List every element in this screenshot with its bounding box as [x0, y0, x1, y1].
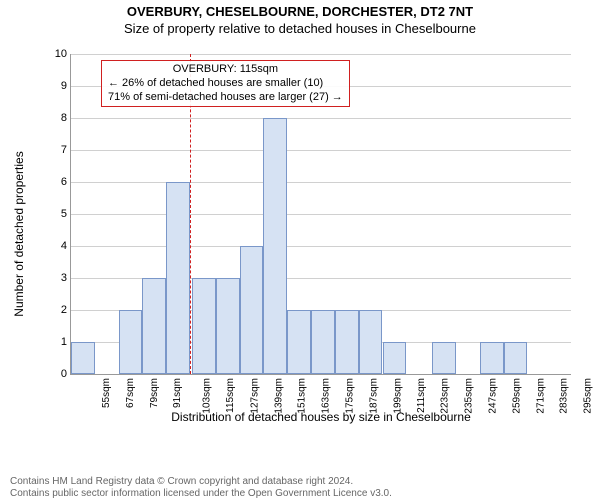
annot-line1: OVERBURY: 115sqm: [108, 63, 343, 77]
x-tick: 247sqm: [488, 378, 499, 414]
histogram-bar: [383, 342, 407, 374]
y-tick: 1: [61, 336, 67, 348]
histogram-bar: [504, 342, 528, 374]
histogram-bar: [71, 342, 95, 374]
x-tick: 199sqm: [392, 378, 403, 414]
x-tick: 103sqm: [202, 378, 213, 414]
x-tick: 259sqm: [511, 378, 522, 414]
y-tick: 9: [61, 80, 67, 92]
footer-attribution: Contains HM Land Registry data © Crown c…: [10, 476, 392, 500]
gridline: [71, 150, 571, 151]
histogram-bar: [359, 310, 383, 374]
annot-line2: ← 26% of detached houses are smaller (10…: [108, 77, 343, 91]
histogram-bar: [311, 310, 335, 374]
y-tick: 6: [61, 176, 67, 188]
y-tick: 0: [61, 368, 67, 380]
footer-line2: Contains public sector information licen…: [10, 488, 392, 499]
histogram-bar: [216, 278, 240, 374]
x-tick: 187sqm: [368, 378, 379, 414]
x-tick: 211sqm: [415, 378, 426, 413]
y-tick: 8: [61, 112, 67, 124]
histogram-bar: [432, 342, 456, 374]
annotation-box: OVERBURY: 115sqm← 26% of detached houses…: [101, 60, 350, 107]
x-tick: 163sqm: [321, 378, 332, 414]
x-tick: 115sqm: [225, 378, 236, 413]
x-tick: 67sqm: [125, 378, 136, 408]
footer-line1: Contains HM Land Registry data © Crown c…: [10, 476, 353, 487]
x-tick: 55sqm: [101, 378, 112, 408]
chart-container: Number of detached properties Distributi…: [40, 44, 580, 424]
gridline: [71, 118, 571, 119]
y-tick: 5: [61, 208, 67, 220]
annot-line3: 71% of semi-detached houses are larger (…: [108, 91, 343, 105]
x-tick: 283sqm: [559, 378, 570, 414]
y-axis-label: Number of detached properties: [12, 151, 26, 316]
x-tick: 271sqm: [535, 378, 546, 414]
x-tick: 127sqm: [249, 378, 260, 414]
histogram-bar: [480, 342, 504, 374]
y-tick: 4: [61, 240, 67, 252]
histogram-bar: [119, 310, 143, 374]
chart-title-line2: Size of property relative to detached ho…: [0, 21, 600, 36]
y-tick: 7: [61, 144, 67, 156]
histogram-bar: [142, 278, 166, 374]
x-tick: 175sqm: [345, 378, 356, 414]
x-tick: 79sqm: [149, 378, 160, 408]
x-tick: 235sqm: [464, 378, 475, 414]
gridline: [71, 182, 571, 183]
histogram-bar: [240, 246, 264, 374]
chart-title-line1: OVERBURY, CHESELBOURNE, DORCHESTER, DT2 …: [0, 4, 600, 19]
y-tick: 2: [61, 304, 67, 316]
x-tick: 151sqm: [297, 378, 308, 414]
y-tick: 10: [55, 48, 67, 60]
gridline: [71, 54, 571, 55]
histogram-bar: [287, 310, 311, 374]
histogram-bar: [192, 278, 216, 374]
histogram-bar: [335, 310, 359, 374]
x-tick: 295sqm: [583, 378, 594, 414]
gridline: [71, 214, 571, 215]
x-tick: 223sqm: [440, 378, 451, 414]
histogram-bar: [166, 182, 190, 374]
y-tick: 3: [61, 272, 67, 284]
gridline: [71, 246, 571, 247]
x-tick: 91sqm: [172, 378, 183, 408]
x-tick: 139sqm: [273, 378, 284, 414]
plot-area: Distribution of detached houses by size …: [70, 54, 571, 375]
histogram-bar: [263, 118, 287, 374]
